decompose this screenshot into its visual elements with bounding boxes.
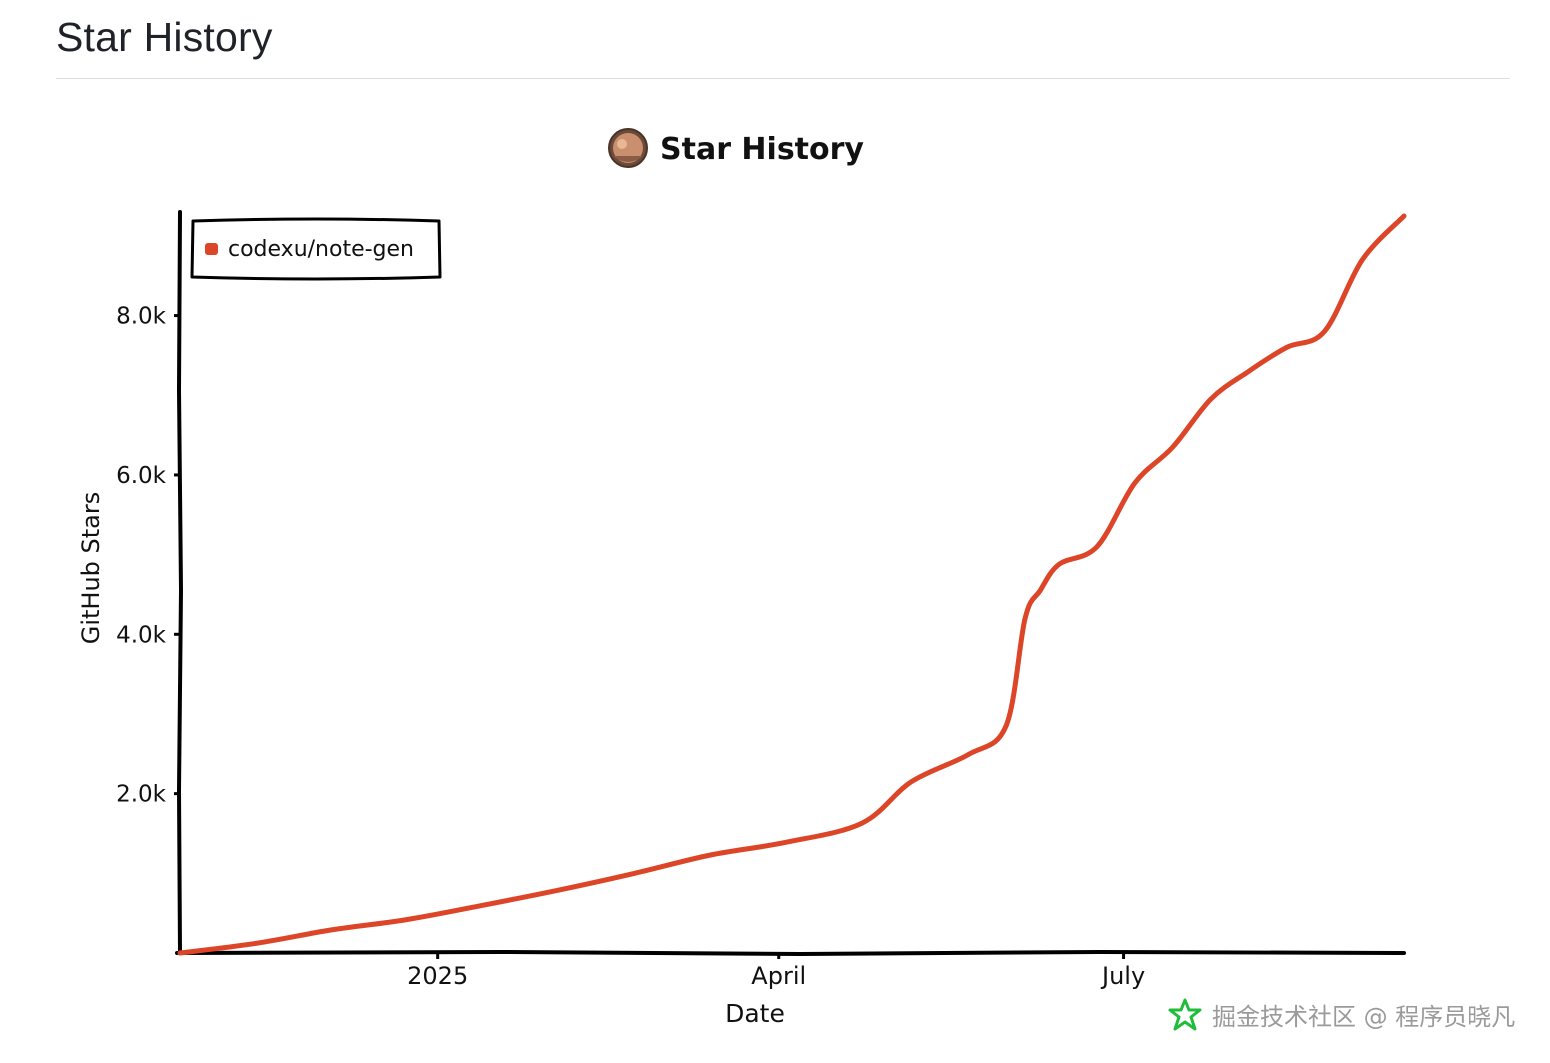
y-tick-label: 4.0k: [116, 622, 167, 648]
chart-canvas: Star History 2.0k 4.0k 6.0k 8.0k 2025 April J…: [77, 128, 1407, 1028]
x-tick-label: 2025: [407, 962, 468, 990]
y-axis-ticks: 2.0k 4.0k 6.0k 8.0k: [116, 304, 180, 808]
x-axis-line: [175, 949, 1406, 957]
legend-entry-codexu-note-gen: codexu/note-gen: [228, 237, 414, 262]
y-axis-label: GitHub Stars: [77, 492, 105, 645]
star-history-chart: Star History 2.0k 4.0k 6.0k 8.0k 2025 April J…: [0, 90, 1550, 1058]
y-axis-line: [176, 210, 184, 955]
chart-title: Star History: [660, 132, 864, 167]
page-title: Star History: [56, 14, 273, 60]
x-tick-label: April: [751, 962, 806, 990]
series-layer: [177, 213, 1407, 956]
legend-box: [190, 217, 442, 281]
juejin-logo-icon: [1168, 998, 1202, 1030]
x-axis-label: Date: [725, 999, 785, 1028]
y-tick-label: 2.0k: [116, 782, 167, 808]
watermark-text: 掘金技术社区 @ 程序员晓凡: [1212, 1003, 1516, 1031]
user-avatar-icon: [608, 128, 648, 168]
y-tick-label: 8.0k: [116, 304, 167, 330]
legend: codexu/note-gen: [190, 217, 442, 281]
title-divider: [56, 78, 1510, 79]
chart-header: Star History: [608, 128, 864, 168]
x-tick-label: July: [1100, 962, 1145, 990]
y-tick-label: 6.0k: [116, 463, 167, 489]
legend-swatch: [205, 243, 218, 255]
series-line-0: [177, 213, 1407, 956]
x-axis-ticks: 2025 April July: [407, 953, 1145, 990]
watermark: 掘金技术社区 @ 程序员晓凡: [1168, 997, 1515, 1032]
